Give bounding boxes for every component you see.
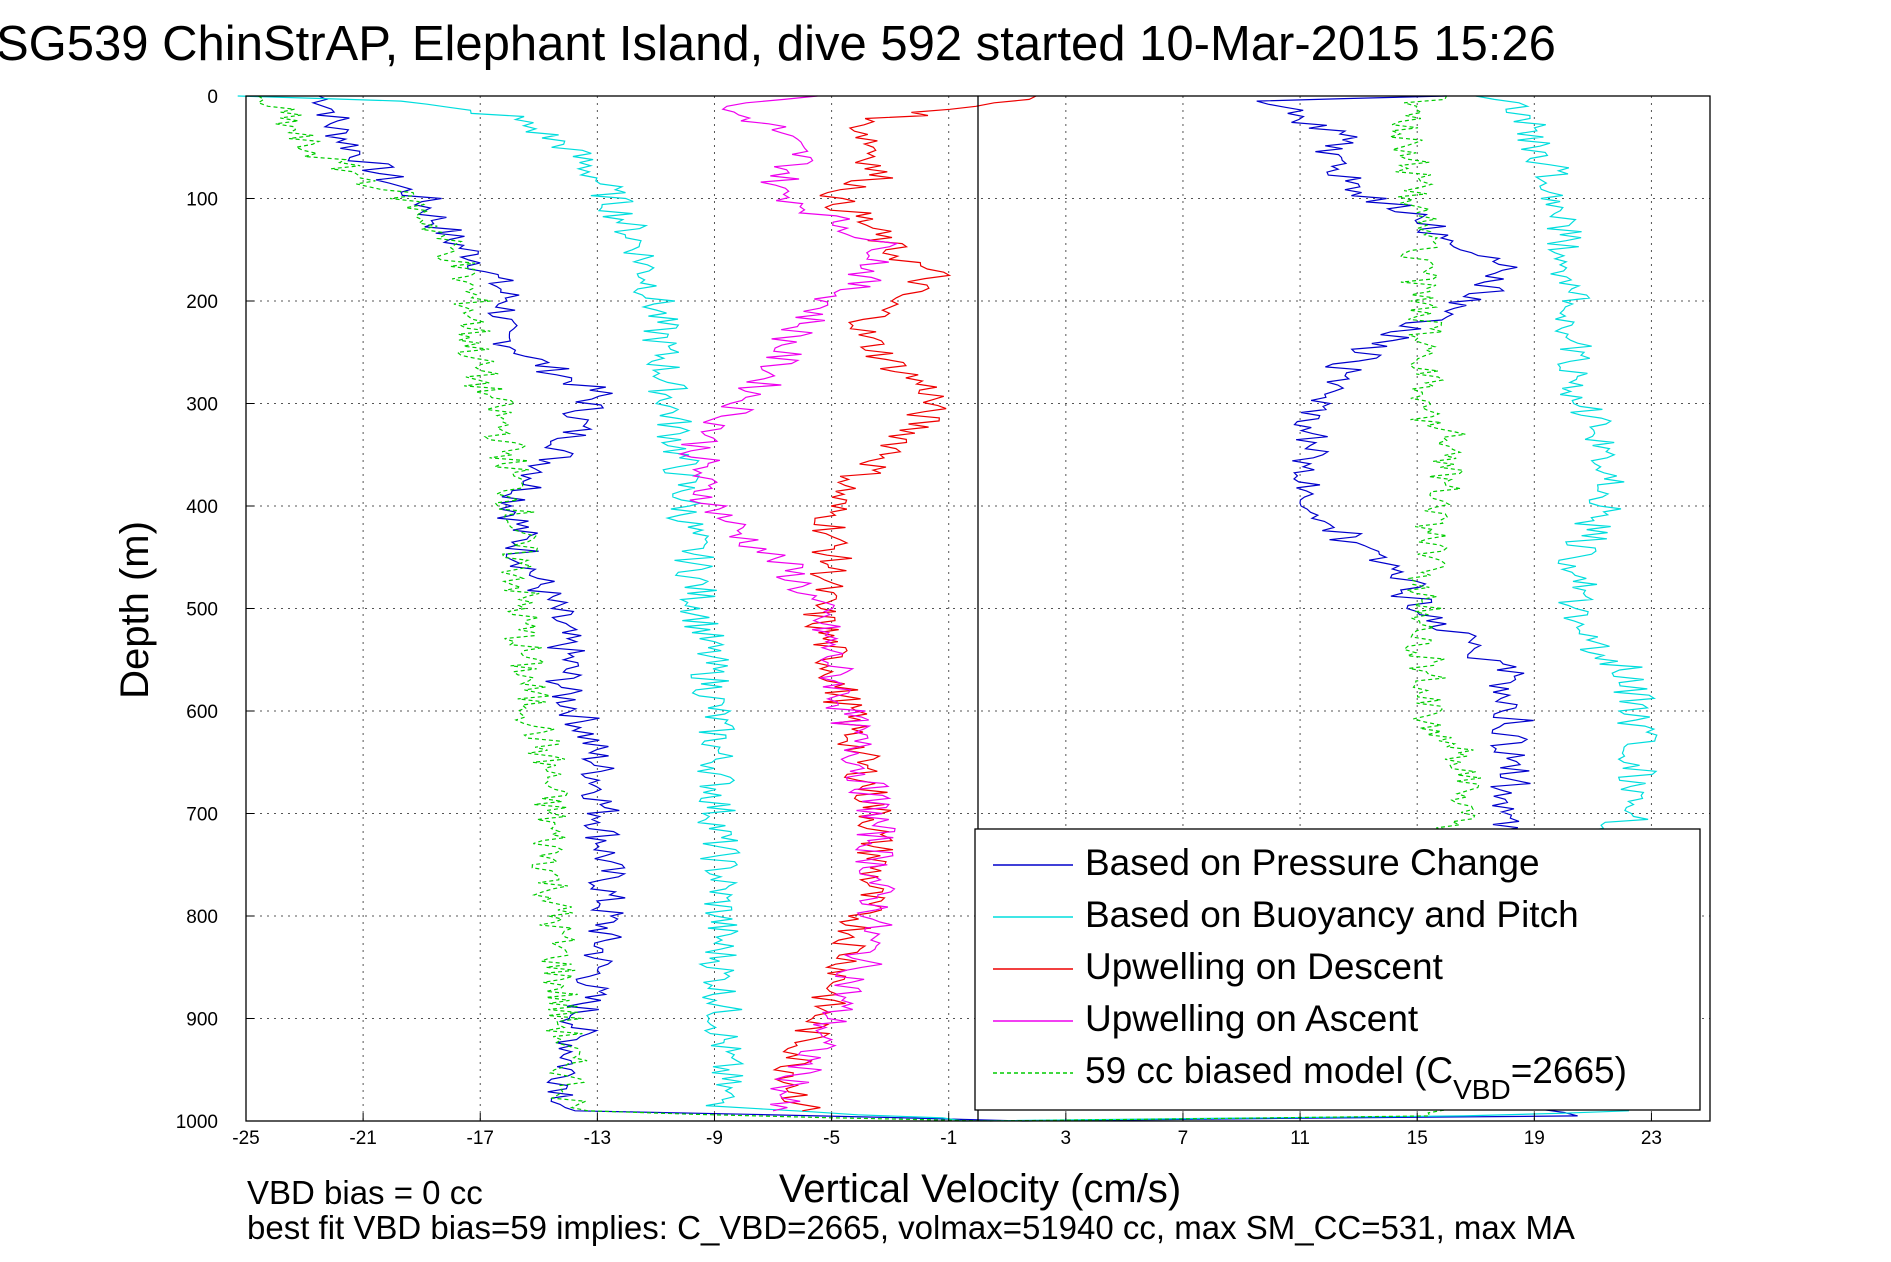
series-line-3 [677,95,899,1112]
x-tick-label: -21 [349,1128,376,1149]
series-line-4 [257,95,1481,1122]
x-tick-label: -13 [584,1128,611,1149]
x-tick-label: 7 [1178,1128,1189,1149]
x-tick-label: 23 [1641,1128,1662,1149]
x-tick-label: 15 [1407,1128,1428,1149]
x-tick-label: -17 [467,1128,494,1149]
legend-label-2: Upwelling on Descent [1085,946,1444,987]
x-tick-labels: -25 -21 -17 -13 -9 -5 -1 3 7 11 15 19 23 [232,1128,1662,1149]
y-tick-label: 700 [186,805,218,826]
y-tick-label: 500 [186,600,218,621]
x-tick-label: -25 [232,1128,259,1149]
y-tick-label: 900 [186,1010,218,1031]
y-tick-label: 800 [186,907,218,928]
series-line-2 [772,95,1037,1112]
y-tick-label: 0 [207,87,218,108]
x-tick-label: -1 [940,1128,957,1149]
annotation-best-fit: best fit VBD bias=59 implies: C_VBD=2665… [247,1209,1575,1246]
y-tick-label: 100 [186,190,218,211]
y-tick-labels: 0 100 200 300 400 500 600 700 800 900 1000 [176,87,218,1133]
y-tick-label: 1000 [176,1112,218,1133]
x-tick-label: 3 [1061,1128,1072,1149]
legend-label-0: Based on Pressure Change [1085,842,1540,883]
legend-label-3: Upwelling on Ascent [1085,998,1419,1039]
chart-title: SG539 ChinStrAP, Elephant Island, dive 5… [0,17,1556,71]
plot-frame [245,95,1711,1122]
y-tick-label: 300 [186,395,218,416]
legend-box [974,828,1701,1111]
x-axis-label: Vertical Velocity (cm/s) [779,1167,1181,1211]
x-tick-label: -5 [823,1128,840,1149]
legend: Based on Pressure Change Based on Buoyanc… [974,828,1701,1111]
x-tick-label: 19 [1524,1128,1545,1149]
series-line-1 [237,95,1658,1122]
series-layer [237,95,1658,1122]
y-tick-label: 200 [186,292,218,313]
x-tick-label: 11 [1290,1128,1310,1149]
x-tick-label: -9 [706,1128,723,1149]
y-tick-label: 600 [186,702,218,723]
legend-label-1: Based on Buoyancy and Pitch [1085,894,1579,935]
annotation-vbd-bias: VBD bias = 0 cc [247,1174,483,1211]
y-tick-label: 400 [186,497,218,518]
y-axis-label: Depth (m) [113,521,157,699]
